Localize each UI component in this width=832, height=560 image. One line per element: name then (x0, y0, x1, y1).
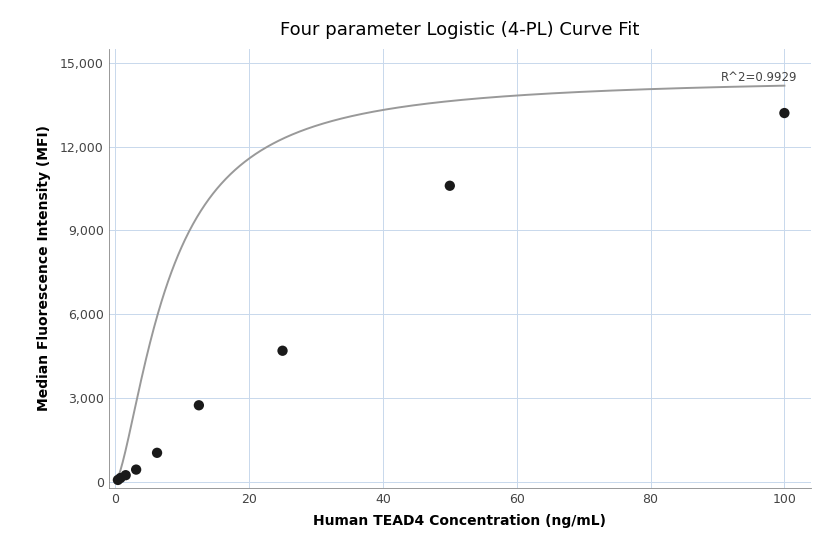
Y-axis label: Median Fluorescence Intensity (MFI): Median Fluorescence Intensity (MFI) (37, 125, 52, 411)
Point (151, 449, 164, 458)
Point (443, 181, 457, 190)
Point (114, 474, 127, 483)
Text: R^2=0.9929: R^2=0.9929 (721, 71, 797, 83)
Point (778, 109, 791, 118)
Point (276, 346, 290, 355)
X-axis label: Human TEAD4 Concentration (ng/mL): Human TEAD4 Concentration (ng/mL) (314, 514, 607, 528)
Point (192, 401, 206, 410)
Title: Four parameter Logistic (4-PL) Curve Fit: Four parameter Logistic (4-PL) Curve Fit (280, 21, 640, 39)
Point (130, 465, 143, 474)
Point (111, 475, 125, 484)
Point (119, 471, 132, 480)
